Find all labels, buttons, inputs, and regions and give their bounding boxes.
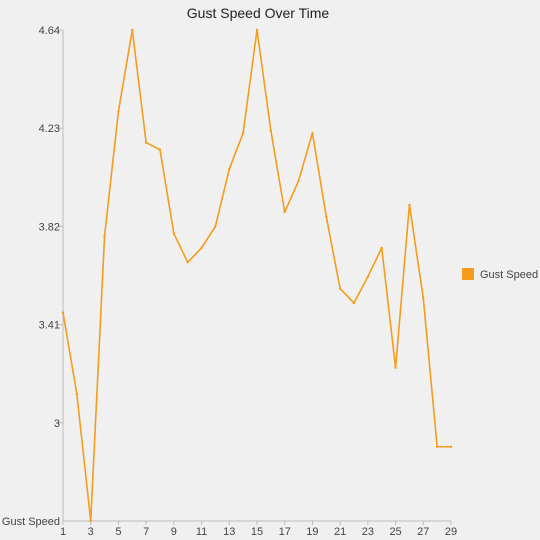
x-tick-label: 25 [389, 526, 401, 538]
data-point[interactable] [103, 234, 106, 238]
x-tick-label: 17 [279, 526, 291, 538]
data-point[interactable] [158, 148, 162, 151]
data-point[interactable] [311, 131, 314, 135]
data-point[interactable] [325, 215, 328, 219]
data-point[interactable] [214, 225, 217, 228]
data-point[interactable] [228, 167, 231, 171]
x-tick-label: 15 [251, 526, 263, 538]
data-point[interactable] [366, 275, 370, 278]
data-point[interactable] [380, 246, 383, 250]
y-tick-label: 3.82 [39, 221, 60, 233]
x-tick-label: 11 [196, 526, 207, 538]
legend-swatch [462, 268, 474, 280]
data-point[interactable] [255, 28, 259, 32]
data-point[interactable] [131, 28, 134, 32]
y-tick-label: 4.23 [39, 123, 60, 135]
y-tick-label: 4.64 [39, 25, 60, 37]
data-point[interactable] [61, 311, 65, 314]
data-point[interactable] [435, 445, 439, 448]
data-point[interactable] [144, 141, 148, 144]
series-line-0[interactable] [62, 29, 451, 522]
x-tick-label: 5 [115, 526, 121, 538]
x-tick-label: 1 [60, 526, 66, 538]
y-tick-label: 3.41 [39, 320, 60, 332]
x-axis: 1 3 5 7 9 11 13 15 17 19 21 23 25 27 29 [60, 520, 457, 538]
data-point[interactable] [338, 287, 342, 290]
x-tick-label: 21 [334, 526, 346, 538]
legend-label: Gust Speed [480, 269, 538, 281]
data-point[interactable] [408, 203, 411, 207]
y-axis-label: Gust Speed [2, 516, 60, 528]
data-point[interactable] [394, 366, 397, 369]
chart-title: Gust Speed Over Time [187, 5, 330, 21]
data-point[interactable] [89, 519, 92, 523]
data-point[interactable] [117, 110, 120, 113]
x-tick-label: 19 [306, 526, 318, 538]
legend[interactable]: Gust Speed [462, 268, 538, 281]
x-tick-label: 3 [88, 526, 94, 538]
x-tick-label: 27 [417, 526, 429, 538]
data-point[interactable] [172, 232, 176, 235]
y-axis: 3 3.41 3.82 4.23 4.64 [39, 25, 64, 521]
data-point[interactable] [269, 129, 273, 132]
x-tick-label: 13 [223, 526, 235, 538]
data-point[interactable] [449, 445, 453, 448]
x-tick-label: 23 [362, 526, 374, 538]
data-point[interactable] [422, 297, 425, 300]
x-tick-label: 29 [445, 526, 457, 538]
y-tick-label: 3 [54, 418, 60, 430]
data-point[interactable] [241, 131, 245, 135]
data-point[interactable] [352, 301, 356, 305]
plot-area [61, 28, 453, 523]
data-point[interactable] [186, 261, 189, 264]
data-point[interactable] [75, 392, 79, 396]
x-tick-label: 7 [143, 526, 149, 538]
data-point[interactable] [200, 246, 203, 250]
data-point[interactable] [297, 179, 300, 183]
data-point[interactable] [283, 210, 286, 214]
x-tick-label: 9 [171, 526, 177, 538]
